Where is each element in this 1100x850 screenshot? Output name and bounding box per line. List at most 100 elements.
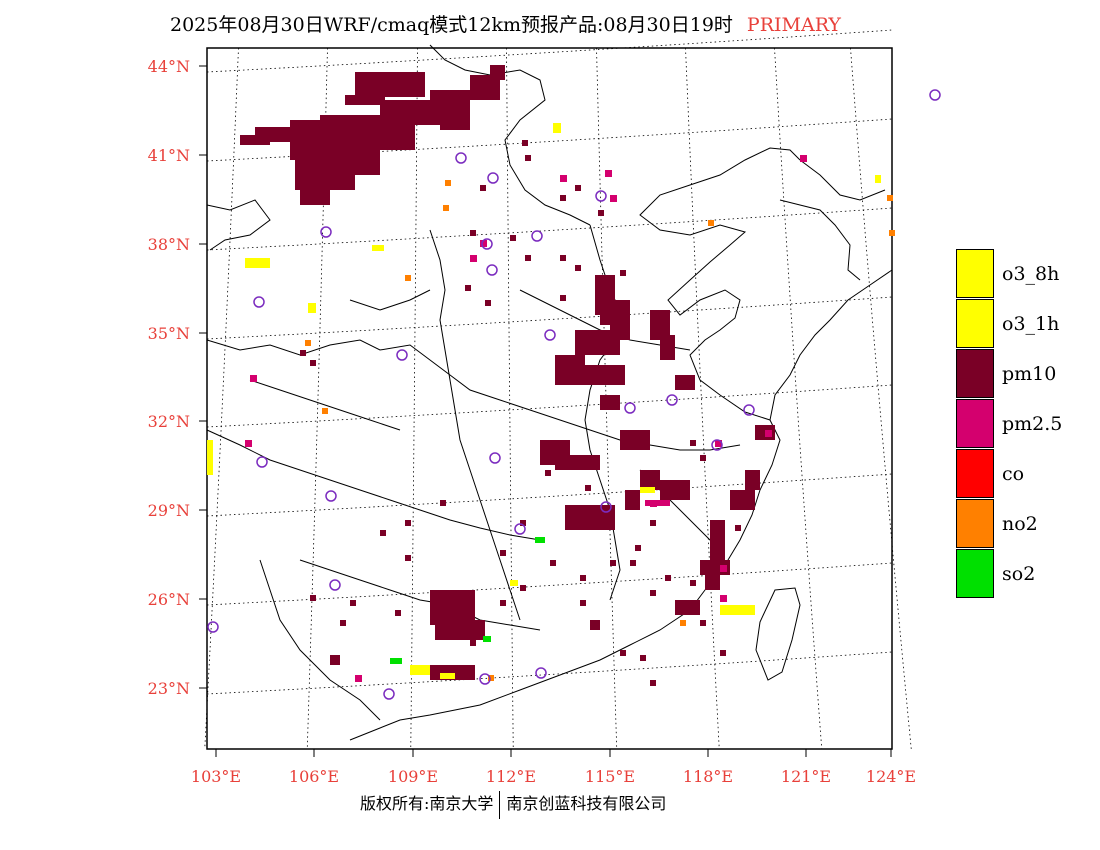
parallel xyxy=(206,384,893,428)
pollutant-cell xyxy=(445,180,451,186)
meridian xyxy=(685,47,720,750)
copyright: 版权所有:南京大学 南京创蓝科技有限公司 xyxy=(360,790,666,819)
legend-item-so2: so2 xyxy=(956,549,1096,599)
parallel xyxy=(206,118,893,162)
pollutant-cell xyxy=(535,537,545,543)
pollutant-cell xyxy=(735,525,741,531)
pollutant-cell xyxy=(520,520,526,526)
pollutant-cell xyxy=(395,610,401,616)
boundary-line xyxy=(755,587,801,681)
legend-label: so2 xyxy=(1002,563,1036,585)
pollutant-cell xyxy=(207,440,213,460)
pollutant-cell xyxy=(340,620,346,626)
station-marker xyxy=(595,190,607,202)
station-marker xyxy=(624,402,636,414)
lon-label: 115°E xyxy=(585,767,635,786)
boundary-line xyxy=(429,229,521,621)
lon-label: 103°E xyxy=(191,767,241,786)
pollutant-cell xyxy=(390,658,402,664)
parallel xyxy=(206,473,893,517)
lat-label: 38°N xyxy=(148,235,190,254)
pollutant-cell xyxy=(490,65,505,80)
parallel xyxy=(206,651,893,695)
pollutant-cell xyxy=(605,170,612,177)
pollutant-cell xyxy=(308,303,316,313)
pollutant-cell xyxy=(887,195,893,201)
pollutant-cell xyxy=(350,600,356,606)
station-marker xyxy=(207,621,219,633)
pollutant-cell xyxy=(690,440,696,446)
lat-label: 41°N xyxy=(148,146,190,165)
lon-label: 124°E xyxy=(866,767,916,786)
pollutant-cell xyxy=(355,72,425,97)
pollutant-cell xyxy=(545,470,551,476)
pollutant-cell xyxy=(470,255,477,262)
pollutant-cell xyxy=(245,258,270,268)
pollutant-cell xyxy=(650,590,656,596)
pollutant-cell xyxy=(745,470,760,490)
lon-label: 106°E xyxy=(289,767,339,786)
station-marker xyxy=(256,456,268,468)
lon-label: 109°E xyxy=(388,767,438,786)
axis-ticks xyxy=(199,65,892,757)
meridian xyxy=(410,47,418,750)
station-marker xyxy=(486,264,498,276)
station-marker xyxy=(535,667,547,679)
pollutant-cell xyxy=(245,440,252,447)
pollutant-cell xyxy=(625,490,640,510)
pollutant-cell xyxy=(560,175,567,182)
pollutant-cell xyxy=(700,455,706,461)
pollutant-cell xyxy=(345,95,385,105)
pollutant-cell xyxy=(640,470,660,490)
pollutant-cell xyxy=(405,520,411,526)
boundary-line xyxy=(349,289,431,311)
lon-label: 118°E xyxy=(683,767,733,786)
pollutant-cell xyxy=(560,255,566,261)
pollutant-cell xyxy=(322,408,328,414)
legend-item-co: co xyxy=(956,449,1096,499)
copyright-right: 南京创蓝科技有限公司 xyxy=(506,794,667,813)
pollutant-cell xyxy=(480,185,486,191)
boundary-line xyxy=(779,199,861,281)
primary-label: PRIMARY xyxy=(746,14,841,36)
meridian xyxy=(774,47,823,750)
pollutant-cell xyxy=(720,565,727,572)
parallel xyxy=(206,562,893,606)
legend-swatch xyxy=(956,449,994,498)
parallel xyxy=(206,207,893,251)
pollutant-cell xyxy=(635,545,641,551)
legend-swatch xyxy=(956,399,994,448)
pollutant-cell xyxy=(575,365,625,385)
pollutant-cell xyxy=(580,600,586,606)
pollutant-cell xyxy=(690,580,696,586)
legend-item-pm25: pm2.5 xyxy=(956,399,1096,449)
pollutant-cell xyxy=(405,275,411,281)
boundary-line xyxy=(639,147,801,421)
legend-item-no2: no2 xyxy=(956,499,1096,549)
pollutant-cell xyxy=(720,650,726,656)
station-marker xyxy=(487,172,499,184)
pollutant-cell xyxy=(483,636,491,642)
legend-label: no2 xyxy=(1002,513,1038,535)
pollutant-cell xyxy=(630,560,636,566)
pollutant-cell xyxy=(510,580,518,586)
legend-label: pm2.5 xyxy=(1002,413,1063,435)
pollutant-cell xyxy=(575,330,620,355)
pollutant-cell xyxy=(610,560,616,566)
pollutant-cell xyxy=(522,140,528,146)
pollutant-cell xyxy=(665,575,671,581)
pollutant-cell xyxy=(708,220,714,226)
pollutant-cell xyxy=(305,340,311,346)
legend-swatch xyxy=(956,349,994,398)
meridian xyxy=(506,47,514,750)
title-text: 2025年08月30日WRF/cmaq模式12km预报产品:08月30日19时 xyxy=(170,14,733,36)
pollutant-cell xyxy=(443,205,449,211)
pollutant-cell xyxy=(488,675,494,681)
pollutant-cell xyxy=(620,270,626,276)
pollutant-cell xyxy=(330,655,340,665)
pollutant-cell xyxy=(875,175,881,183)
pollutant-cell xyxy=(680,620,686,626)
station-marker xyxy=(325,490,337,502)
pollutant-cell xyxy=(565,505,615,530)
station-marker xyxy=(479,673,491,685)
